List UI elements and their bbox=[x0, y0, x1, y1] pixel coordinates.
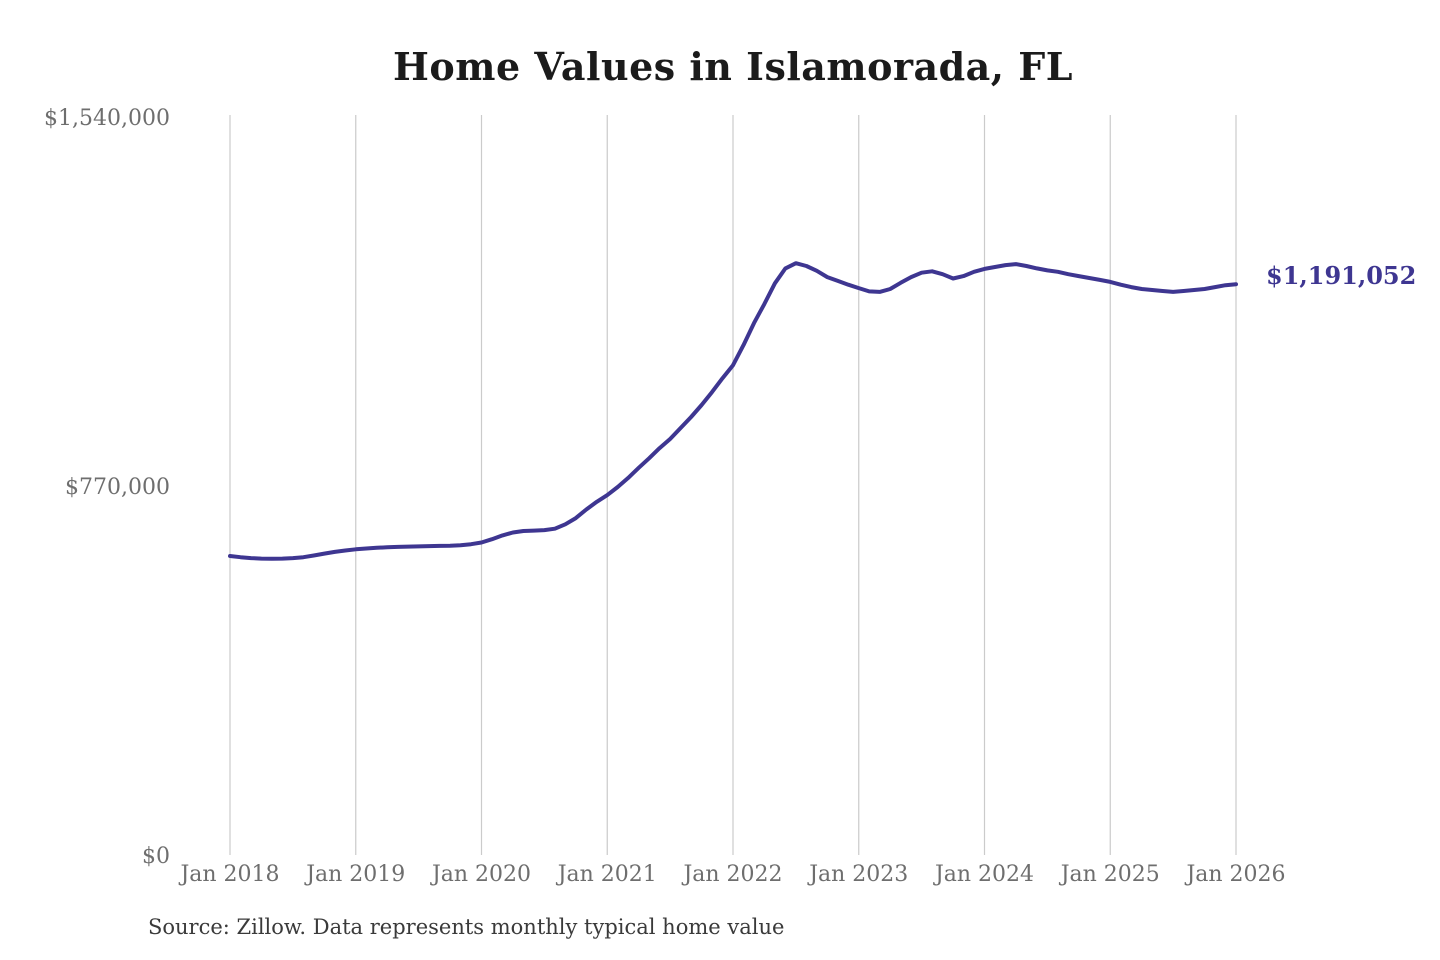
x-tick-label: Jan 2019 bbox=[304, 862, 405, 887]
x-tick-label: Jan 2023 bbox=[807, 862, 908, 887]
source-note: Source: Zillow. Data represents monthly … bbox=[148, 915, 785, 939]
chart-title: Home Values in Islamorada, FL bbox=[393, 44, 1073, 89]
y-tick-label: $1,540,000 bbox=[44, 106, 170, 131]
x-tick-label: Jan 2026 bbox=[1184, 862, 1285, 887]
home-value-line bbox=[228, 261, 1238, 561]
y-tick-label: $770,000 bbox=[65, 475, 170, 500]
x-tick-label: Jan 2018 bbox=[178, 862, 279, 887]
x-tick-label: Jan 2022 bbox=[681, 862, 782, 887]
x-tick-label: Jan 2021 bbox=[556, 862, 657, 887]
latest-value-label: $1,191,052 bbox=[1266, 261, 1417, 290]
x-tick-label: Jan 2025 bbox=[1059, 862, 1160, 887]
x-tick-label: Jan 2024 bbox=[933, 862, 1034, 887]
y-tick-label: $0 bbox=[142, 844, 170, 869]
x-tick-label: Jan 2020 bbox=[430, 862, 531, 887]
